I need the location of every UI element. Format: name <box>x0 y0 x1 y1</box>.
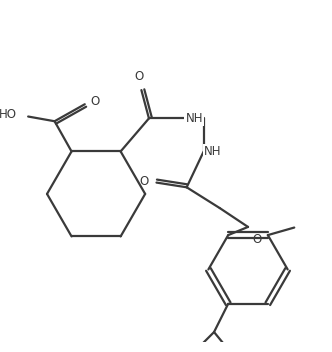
Text: O: O <box>90 95 100 108</box>
Text: O: O <box>253 233 262 246</box>
Text: NH: NH <box>186 112 203 125</box>
Text: HO: HO <box>0 108 17 121</box>
Text: O: O <box>135 70 144 83</box>
Text: O: O <box>140 175 149 188</box>
Text: NH: NH <box>205 145 222 158</box>
